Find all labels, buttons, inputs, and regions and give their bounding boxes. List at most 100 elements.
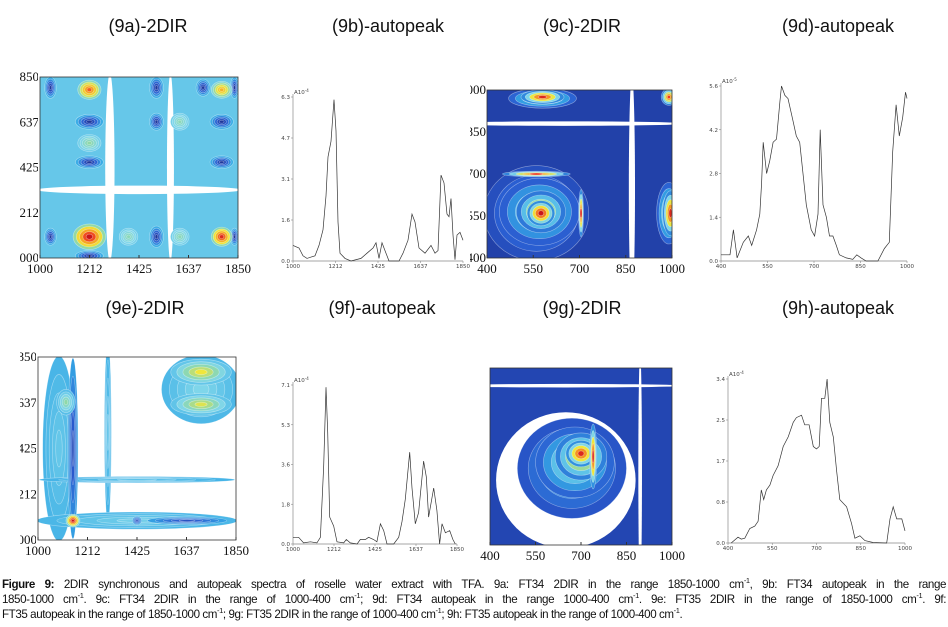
y-tick-label: 4.2 <box>709 128 718 134</box>
x-tick-label: 1637 <box>176 261 203 276</box>
y-unit-exponent: -5 <box>733 77 737 82</box>
caption-text: . 9e: FT35 2DIR in the range of 1850-100… <box>638 593 917 606</box>
caption-text: . 9c: FT34 2DIR in the range of 1000-400… <box>83 593 355 606</box>
chart-panel: A10-4 1000 1212 1425 1637 1850 0.0 1.8 3.6 5.3 7.1 <box>281 376 464 553</box>
y-tick-label: 1.8 <box>281 502 290 508</box>
caption-text: . 9f: <box>922 593 946 606</box>
heatmap-contour-blob <box>44 227 57 246</box>
x-tick-label: 1637 <box>414 264 428 270</box>
contour-level <box>178 519 196 522</box>
y-tick-label: 1637 <box>13 114 40 129</box>
x-tick-label: 1000 <box>659 548 685 563</box>
x-tick-label: 1850 <box>450 547 464 553</box>
y-unit: A10 <box>722 79 733 85</box>
heatmap-contour-blob <box>520 90 565 105</box>
contour-level <box>579 208 583 219</box>
heatmap-contour-blob <box>230 227 238 246</box>
caption-text: ; 9g: FT35 2DIR in the range of 1000-400… <box>222 608 436 621</box>
caption-text: 2DIR synchronous and autopeak spectra of… <box>54 578 744 591</box>
y-tick-label: 0.8 <box>716 500 725 506</box>
contour-level <box>86 141 93 146</box>
x-tick-label: 1212 <box>329 264 343 270</box>
heatmap-contour-blob <box>40 185 238 195</box>
y-unit-exponent: -4 <box>740 370 744 375</box>
contour-level <box>487 121 672 126</box>
y-tick-label: 0.0 <box>716 541 725 547</box>
heatmap-contour-blob <box>65 513 81 528</box>
x-tick-label: 400 <box>723 546 734 552</box>
caption-text: ; 9d: FT34 autopeak in the range 1000-40… <box>360 593 634 606</box>
contour-level <box>529 172 544 176</box>
contour-level <box>55 429 63 468</box>
heatmap-contour-blob <box>589 423 598 490</box>
heatmap-contour-blob <box>149 225 164 248</box>
x-tick-label: 700 <box>571 548 591 563</box>
heatmap-contour-blob <box>149 112 164 131</box>
spectrum-line <box>730 378 906 544</box>
panel-title: (9d)-autopeak <box>781 16 895 36</box>
y-tick-label: 5.6 <box>709 84 718 90</box>
contour-level <box>233 85 236 91</box>
x-tick-label: 1000 <box>286 264 300 270</box>
contour-level <box>86 87 93 92</box>
x-tick-label: 1000 <box>25 543 51 558</box>
contour-level <box>537 210 545 217</box>
heatmap-contour-blob <box>56 388 76 416</box>
x-tick-label: 850 <box>855 264 866 270</box>
heatmap-contour-blob <box>170 393 232 416</box>
caption-text: FT35 autopeak in the range of 1850-1000 … <box>2 608 218 621</box>
contour-level <box>490 383 672 388</box>
caption-line: FT35 autopeak in the range of 1850-1000 … <box>2 607 946 622</box>
contour-level <box>537 95 548 99</box>
y-tick-label: 1000 <box>460 82 486 97</box>
heatmap-contour-blob <box>77 79 102 100</box>
heatmap-contour-blob <box>230 77 238 99</box>
contour-level <box>638 368 642 545</box>
heatmap-contour-blob <box>104 357 112 524</box>
heatmap-contour-blob <box>170 358 232 386</box>
contour-level <box>591 449 595 464</box>
chart-panel: 400 550 700 850 1000 1000 850 700 550 400 <box>460 82 685 276</box>
contour-level <box>154 234 159 240</box>
x-tick-label: 1425 <box>368 547 382 553</box>
x-tick-label: 1425 <box>126 261 152 276</box>
spectrum-line <box>721 85 908 262</box>
x-tick-label: 1637 <box>409 547 423 553</box>
heatmap-contour-blob <box>67 357 79 540</box>
contour-level <box>86 160 93 164</box>
y-tick-label: 4.7 <box>281 136 290 142</box>
y-tick-label: 3.1 <box>281 177 290 183</box>
panel-title: (9e)-2DIR <box>105 298 185 318</box>
y-tick-label: 1212 <box>13 205 39 220</box>
y-unit-label: A10-4 <box>294 88 309 96</box>
contour-level <box>201 85 205 90</box>
contour-level <box>85 233 93 240</box>
contour-level <box>86 119 93 124</box>
heatmap-contour-blob <box>72 223 106 250</box>
contour-level <box>219 87 225 92</box>
x-tick-label: 550 <box>767 546 778 552</box>
y-tick-label: 2.5 <box>716 418 725 424</box>
caption-superscript: -1 <box>673 607 680 615</box>
heatmap-contour-blob <box>149 77 164 99</box>
caption-superscript: -1 <box>435 607 442 615</box>
y-tick-label: 2.8 <box>709 172 718 178</box>
y-tick-label: 1637 <box>11 395 38 410</box>
caption-superscript: -1 <box>633 592 639 600</box>
heatmap-contour-blob <box>75 113 104 130</box>
x-tick-label: 1000 <box>900 264 914 270</box>
x-tick-label: 850 <box>616 261 636 276</box>
x-tick-label: 400 <box>716 264 727 270</box>
heatmap-contour-blob <box>44 77 57 99</box>
contour-level <box>219 119 225 124</box>
x-tick-label: 1850 <box>456 264 470 270</box>
contour-level <box>40 185 238 195</box>
y-tick-label: 6.3 <box>281 95 290 101</box>
x-tick-label: 1212 <box>77 261 103 276</box>
caption-superscript: -1 <box>916 592 923 600</box>
y-unit-label: A10-4 <box>294 376 309 384</box>
caption-superscript: -1 <box>217 607 223 615</box>
heatmap <box>38 357 236 540</box>
contour-level <box>628 90 635 258</box>
caption-superscript: -1 <box>743 577 750 585</box>
